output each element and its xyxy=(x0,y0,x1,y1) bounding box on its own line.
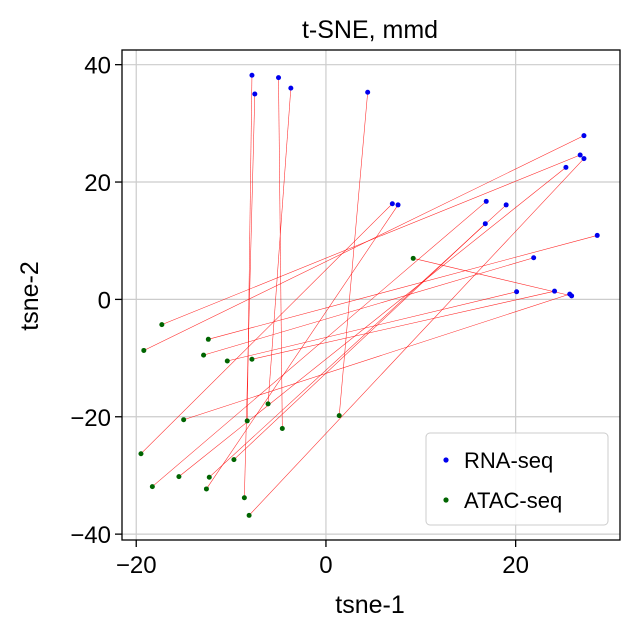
atac-seq-point xyxy=(181,417,187,423)
pair-link-line xyxy=(413,258,572,297)
pair-link-line xyxy=(208,235,598,340)
rna-seq-point xyxy=(503,202,509,208)
rna-seq-point xyxy=(563,164,569,170)
atac-seq-point xyxy=(149,484,155,490)
rna-seq-point xyxy=(395,202,401,208)
rna-seq-point xyxy=(552,288,558,294)
plot-frame xyxy=(121,49,621,541)
pair-link-line xyxy=(203,257,534,356)
atac-seq-point xyxy=(205,336,211,342)
y-tick-label: 20 xyxy=(84,170,111,197)
x-axis-label: tsne-1 xyxy=(335,591,404,619)
pair-link-line xyxy=(183,293,570,420)
pair-link-line xyxy=(161,154,581,325)
legend-box xyxy=(425,432,609,526)
pair-link-line xyxy=(233,223,486,460)
pair-link-line xyxy=(143,135,585,351)
pair-link-lines xyxy=(140,75,598,516)
pair-link-line xyxy=(248,158,585,516)
legend-marker-atac-seq xyxy=(443,497,449,503)
atac-seq-point xyxy=(249,356,255,362)
atac-seq-point xyxy=(241,495,247,501)
rna-seq-point xyxy=(482,221,488,227)
pair-link-line xyxy=(267,88,292,404)
atac-seq-point xyxy=(265,401,271,407)
atac-seq-point xyxy=(203,486,209,492)
y-tick-label: 0 xyxy=(98,287,111,314)
pair-link-line xyxy=(227,291,517,362)
rna-seq-point xyxy=(365,89,371,95)
legend: RNA-seq ATAC-seq xyxy=(425,432,609,526)
pair-link-line xyxy=(278,77,283,429)
rna-seq-point xyxy=(594,232,600,238)
rna-seq-point xyxy=(288,85,294,91)
legend-label-rna-seq: RNA-seq xyxy=(464,448,553,473)
y-tick-label: 40 xyxy=(84,53,111,80)
rna-seq-point xyxy=(389,201,395,207)
y-axis-label: tsne-2 xyxy=(16,261,44,330)
pair-link-line xyxy=(140,203,393,454)
rna-seq-point xyxy=(249,72,255,78)
atac-seq-point xyxy=(279,426,285,432)
atac-seq-point xyxy=(244,418,250,424)
y-tick-label: −40 xyxy=(70,522,111,549)
rna-seq-point xyxy=(531,255,537,261)
scatter-points xyxy=(138,72,600,518)
x-tick-label: −20 xyxy=(116,552,157,579)
legend-label-atac-seq: ATAC-seq xyxy=(464,488,562,513)
atac-seq-point xyxy=(141,347,147,353)
atac-seq-point xyxy=(246,512,252,518)
pair-link-line xyxy=(206,204,399,490)
atac-seq-point xyxy=(176,474,182,480)
y-tick-label: −20 xyxy=(70,405,111,432)
grid-lines xyxy=(122,50,620,540)
atac-seq-point xyxy=(231,457,237,463)
rna-seq-point xyxy=(581,156,587,162)
pair-link-line xyxy=(178,167,567,477)
rna-seq-point xyxy=(569,293,575,299)
atac-seq-point xyxy=(201,352,207,358)
atac-seq-point xyxy=(410,255,416,261)
rna-seq-point xyxy=(483,198,489,204)
pair-link-line xyxy=(338,92,368,416)
rna-seq-point xyxy=(577,152,583,158)
rna-seq-point xyxy=(514,289,520,295)
rna-seq-point xyxy=(252,91,258,97)
legend-marker-rna-seq xyxy=(443,457,449,463)
x-tick-label: 20 xyxy=(502,552,529,579)
pair-link-line xyxy=(251,290,555,360)
atac-seq-point xyxy=(206,474,212,480)
atac-seq-point xyxy=(159,322,165,328)
atac-seq-point xyxy=(138,451,144,457)
atac-seq-point xyxy=(224,358,230,364)
chart-title: t-SNE, mmd xyxy=(302,16,438,44)
rna-seq-point xyxy=(581,133,587,139)
rna-seq-point xyxy=(276,75,282,81)
x-tick-label: 0 xyxy=(319,552,332,579)
atac-seq-point xyxy=(336,413,342,419)
